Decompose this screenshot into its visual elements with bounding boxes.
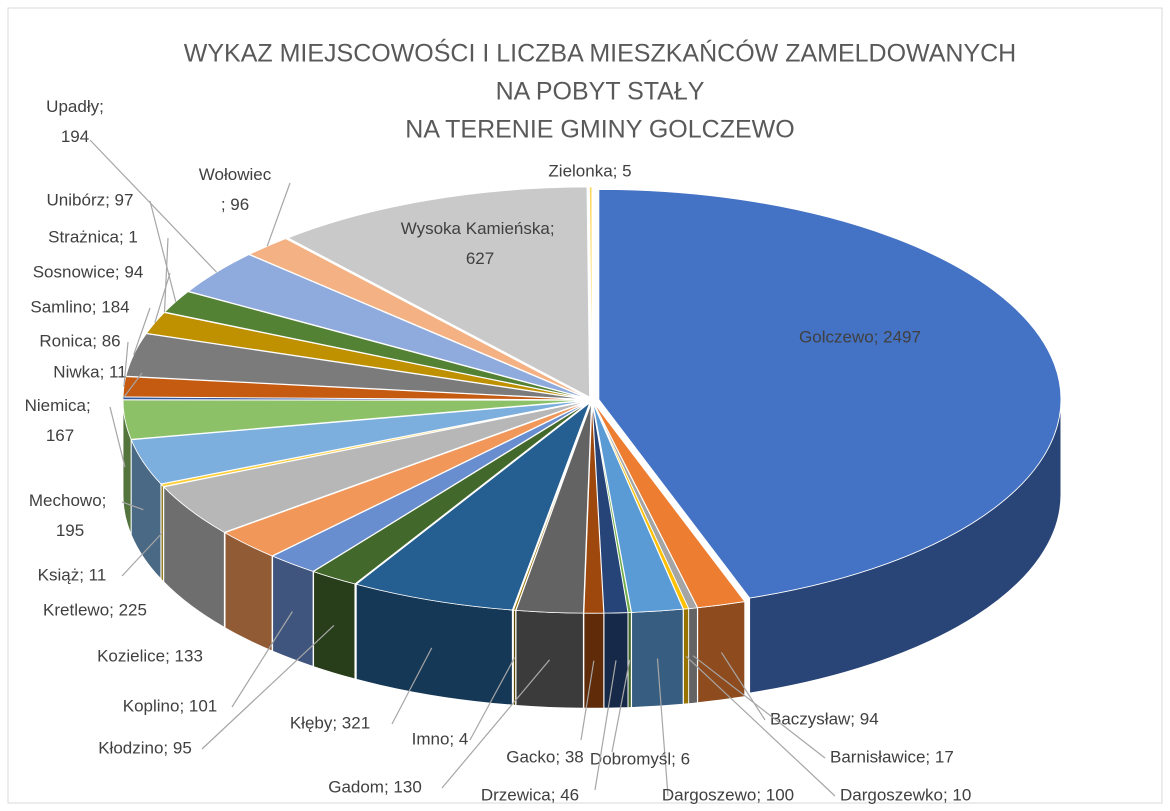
chart-title: NA POBYT STAŁY (496, 78, 705, 106)
data-label: Gadom; 130 (328, 777, 422, 796)
pie-slice-side (515, 609, 584, 709)
data-label: Dargoszewko; 10 (840, 785, 971, 804)
leader-line (201, 625, 335, 750)
data-label: Barnisławice; 17 (830, 747, 954, 766)
pie-slice (592, 402, 684, 613)
leader-line (149, 200, 177, 302)
chart-title: WYKAZ MIEJSCOWOŚCI I LICZBA MIESZKAŃCÓW … (184, 38, 1016, 68)
pie-slice (588, 186, 593, 397)
data-label: Kłodzino; 95 (98, 738, 192, 757)
leader-line (266, 182, 291, 247)
data-label: Golczewo; 2497 (799, 327, 921, 346)
leader-line (133, 307, 151, 355)
leader-line (154, 272, 171, 324)
leader-line (109, 406, 126, 468)
leader-line (692, 655, 826, 759)
data-label: Strażnica; 1 (48, 227, 138, 246)
pie-slice (355, 401, 591, 611)
pie-slice (593, 402, 690, 610)
pie-slice-side (697, 601, 746, 704)
data-label: Dargoszewo; 100 (662, 785, 794, 804)
data-label: Sosnowice; 94 (33, 262, 144, 281)
chart-title: NA TERENIE GMINY GOLCZEWO (405, 116, 794, 144)
pie-slice-side (631, 608, 684, 708)
data-label: Drzewica; 46 (481, 785, 579, 804)
data-label: Wołowiec; 96 (199, 165, 272, 214)
pie-slice-side (627, 612, 632, 708)
pie-slice (163, 401, 587, 533)
data-label: Kozielice; 133 (97, 646, 203, 665)
data-label: Wysoka Kamieńska; 627 (401, 219, 560, 268)
pie-slice (125, 333, 586, 400)
pie-slice-side (688, 607, 698, 705)
leader-line (720, 652, 766, 721)
leader-line (594, 660, 617, 791)
leader-line (580, 660, 595, 741)
leader-line (611, 659, 631, 753)
leader-line (89, 139, 217, 273)
data-label: Ronica; 86 (39, 331, 120, 350)
pie-slice (248, 238, 588, 399)
data-label: Koplino; 101 (123, 696, 218, 715)
data-label: Zielonka; 5 (548, 161, 631, 180)
leader-line (685, 655, 836, 797)
pie-slice-side (313, 571, 356, 680)
pie-slice (271, 402, 588, 572)
leader-line (469, 657, 516, 741)
pie-slice (130, 400, 586, 485)
leader-line (121, 501, 144, 511)
leader-line (391, 647, 433, 725)
data-label: Gacko; 38 (506, 747, 584, 766)
pie-slice-side (513, 609, 516, 706)
pie-slice (515, 403, 592, 614)
data-label: Samlino; 184 (30, 297, 129, 316)
data-label: Niwka; 11 (53, 362, 126, 381)
leader-line (122, 372, 143, 399)
data-label: Dobromyśl; 6 (590, 749, 690, 768)
data-label: Mechowo; 195 (29, 491, 111, 540)
pie-slice-side (683, 608, 690, 705)
pie-slice (287, 186, 590, 398)
data-label: Unibórz; 97 (47, 190, 134, 209)
data-label: Kretlewo; 225 (43, 600, 147, 619)
data-label: Książ; 11 (38, 565, 107, 584)
data-label: Baczysław; 94 (770, 709, 879, 728)
leader-line (121, 532, 163, 577)
leader-line (441, 659, 551, 789)
pie-slice (512, 402, 592, 611)
pie-slice (224, 401, 588, 557)
pie-slice (593, 402, 746, 609)
pie-slice (312, 402, 589, 585)
data-label: Upadły; 194 (46, 97, 104, 146)
leader-line (656, 658, 669, 797)
data-label: Imno; 4 (412, 729, 469, 748)
pie-slice-side (272, 555, 314, 667)
pie-slice (583, 403, 605, 614)
pie (122, 186, 1062, 709)
leader-line (163, 237, 169, 313)
leader-line (123, 341, 129, 387)
pie-slice-side (603, 612, 629, 709)
data-label: Kłęby; 321 (290, 713, 370, 732)
data-label: Niemica; 167 (25, 396, 96, 445)
pie-slice-side (583, 612, 605, 709)
pie-slice (598, 189, 1062, 599)
leader-line (231, 611, 293, 708)
